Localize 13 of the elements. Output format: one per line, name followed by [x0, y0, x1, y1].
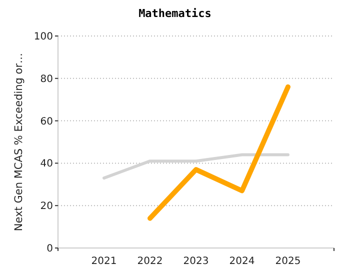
chart-title: Mathematics [138, 7, 212, 20]
y-tick-label: 0 [46, 244, 53, 254]
x-tick-label: 2023 [183, 256, 209, 267]
y-axis-title: Next Gen MCAS % Exceeding or… [13, 52, 25, 232]
y-tick-label: 100 [34, 32, 53, 42]
y-tick-label: 80 [40, 74, 53, 85]
x-tick-label: 2025 [275, 256, 301, 267]
y-tick-label: 20 [40, 201, 53, 212]
x-tick-label: 2022 [137, 256, 163, 267]
y-tick-label: 60 [40, 116, 53, 128]
x-tick-label: 2021 [91, 256, 117, 267]
x-tick-label: 2024 [229, 256, 255, 267]
y-tick-label: 40 [40, 158, 53, 170]
